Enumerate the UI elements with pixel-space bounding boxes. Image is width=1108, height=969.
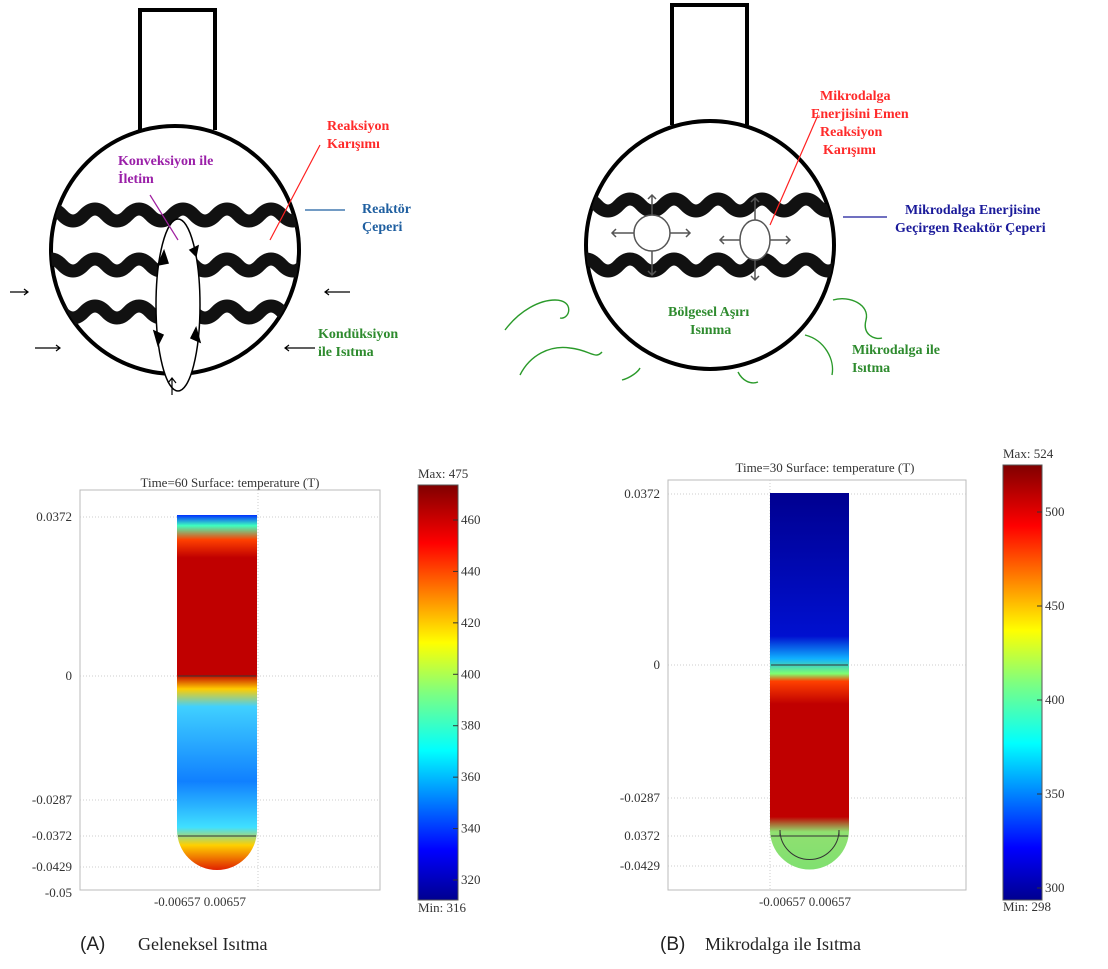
mixture-band [575,199,883,211]
colorbar-tick-label: 440 [461,563,481,578]
label-mixture: Reaksiyon [820,125,882,140]
plot-conventional: Time=60 Surface: temperature (T) 0.0372 … [32,466,481,955]
y-tick-label: 0 [654,657,661,672]
shape [622,368,640,380]
label-wall: Reaktör [362,202,411,217]
label-mixture: Mikrodalga [820,89,891,104]
label-wall: Geçirgen Reaktör Çeperi [895,221,1046,236]
y-tick-label: 0 [66,668,73,683]
colorbar-max: Max: 475 [418,466,468,481]
mixture-band [40,209,348,221]
plot-microwave: Time=30 Surface: temperature (T) 0.0372 … [620,446,1065,955]
y-tick-label: -0.0287 [620,790,661,805]
colorbar-tick-label: 400 [461,666,481,681]
figure: Reaksiyon Karışımı Konveksiyon ile İleti… [0,0,1108,969]
shape [672,5,747,125]
shape [805,335,833,375]
mixture-band [575,259,883,271]
plot-title: Time=30 Surface: temperature (T) [735,460,914,475]
shape [520,347,602,375]
y-tick-label: -0.0429 [620,858,660,873]
x-tick-label: -0.00657 0.00657 [154,894,247,909]
colorbar-min: Min: 316 [418,900,467,915]
colorbar [418,485,458,900]
shape [505,300,569,330]
y-tick-label: -0.05 [45,885,72,900]
shape [35,345,60,351]
temperature-field [177,515,257,870]
x-tick-label: -0.00657 0.00657 [759,894,852,909]
label-heating: ile Isıtma [318,345,374,360]
shape [634,215,670,251]
label-hotspot: Bölgesel Aşırı [668,305,749,320]
colorbar-tick-label: 400 [1045,692,1065,707]
colorbar-min: Min: 298 [1003,899,1051,914]
plot-title: Time=60 Surface: temperature (T) [140,475,319,490]
label-mixture: Karışımı [823,143,876,158]
label-mixture: Enerjisini Emen [811,107,909,122]
shape [740,220,770,260]
caption: Geleneksel Isıtma [138,934,267,954]
colorbar-tick-label: 460 [461,512,481,527]
shape [285,345,315,351]
y-tick-label: -0.0429 [32,859,72,874]
page: { "diagrams": [ { "mixture": ["Reaksiyon… [0,0,1108,969]
label-hotspot: Isınma [690,323,731,338]
colorbar-tick-label: 500 [1045,504,1065,519]
shape [325,289,350,295]
temperature-field [770,493,849,870]
body: Reaksiyon Karışımı Konveksiyon ile İleti… [0,0,1108,969]
label-wall: Mikrodalga Enerjisine [905,203,1040,218]
label-wall: Çeperi [362,220,403,235]
shape [10,289,28,295]
y-tick-label: -0.0287 [32,792,73,807]
shape [738,372,758,383]
shape [833,299,882,339]
label-convection: Konveksiyon ile [118,154,213,169]
colorbar-tick-label: 360 [461,769,481,784]
caption-letter: (B) [660,934,685,955]
colorbar-tick-label: 300 [1045,880,1065,895]
label-heating: Kondüksiyon [318,327,398,342]
colorbar-tick-label: 380 [461,718,481,733]
shape [156,219,200,391]
shape [140,10,215,130]
colorbar [1003,465,1042,900]
label-heating: Mikrodalga ile [852,343,940,358]
label-mixture: Karışımı [327,137,380,152]
label-convection: İletim [118,170,154,187]
label-heating: Isıtma [852,361,890,376]
colorbar-tick-label: 450 [1045,598,1065,613]
caption: Mikrodalga ile Isıtma [705,934,861,954]
y-tick-label: 0.0372 [36,509,72,524]
y-tick-label: 0.0372 [624,828,660,843]
colorbar-tick-label: 420 [461,615,481,630]
label-mixture: Reaksiyon [327,119,389,134]
y-tick-label: 0.0372 [624,486,660,501]
colorbar-tick-label: 350 [1045,786,1065,801]
colorbar-tick-label: 320 [461,872,481,887]
y-tick-label: -0.0372 [32,828,72,843]
colorbar-tick-label: 340 [461,821,481,836]
colorbar-max: Max: 524 [1003,446,1054,461]
caption-letter: (A) [80,934,105,955]
